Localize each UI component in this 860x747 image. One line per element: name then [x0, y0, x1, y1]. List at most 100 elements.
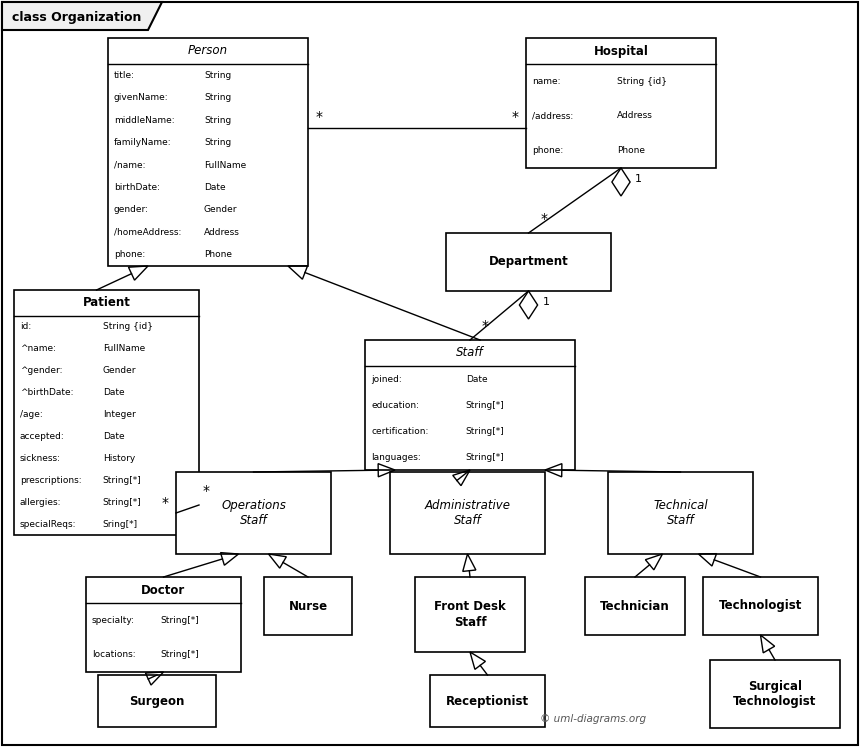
Text: specialReqs:: specialReqs:	[20, 520, 77, 529]
Text: Surgical
Technologist: Surgical Technologist	[734, 680, 817, 708]
Text: Sring[*]: Sring[*]	[103, 520, 138, 529]
Text: ^gender:: ^gender:	[20, 366, 63, 375]
Text: ^name:: ^name:	[20, 344, 56, 353]
Text: Address: Address	[204, 228, 240, 237]
Text: History: History	[103, 454, 135, 463]
Text: name:: name:	[532, 77, 561, 86]
Text: Technical
Staff: Technical Staff	[654, 499, 708, 527]
Text: Surgeon: Surgeon	[129, 695, 185, 707]
Text: *: *	[540, 212, 548, 226]
Text: Doctor: Doctor	[141, 583, 186, 597]
Text: title:: title:	[114, 71, 135, 80]
Text: joined:: joined:	[371, 374, 402, 383]
Text: /name:: /name:	[114, 161, 145, 170]
Bar	[365, 340, 575, 470]
Polygon shape	[519, 291, 538, 319]
Text: prescriptions:: prescriptions:	[20, 476, 82, 485]
Text: String: String	[204, 138, 231, 147]
Text: Nurse: Nurse	[288, 600, 328, 613]
Bar	[14, 290, 199, 535]
Text: sickness:: sickness:	[20, 454, 61, 463]
Bar	[98, 675, 216, 727]
Text: Patient: Patient	[83, 297, 131, 309]
Text: Gender: Gender	[204, 205, 237, 214]
Text: Date: Date	[103, 432, 125, 441]
Text: Technologist: Technologist	[719, 600, 802, 613]
Text: education:: education:	[371, 400, 419, 409]
Text: Phone: Phone	[617, 146, 645, 155]
Text: String {id}: String {id}	[103, 323, 153, 332]
Text: Address: Address	[617, 111, 653, 120]
Text: certification:: certification:	[371, 427, 428, 436]
Text: String: String	[204, 71, 231, 80]
Text: Gender: Gender	[103, 366, 136, 375]
Text: Department: Department	[488, 255, 568, 268]
Text: birthDate:: birthDate:	[114, 183, 160, 192]
Text: Hospital: Hospital	[593, 45, 648, 58]
Text: class Organization: class Organization	[12, 11, 141, 25]
Text: *: *	[482, 319, 489, 333]
Text: String[*]: String[*]	[161, 616, 200, 624]
Bar	[176, 472, 331, 554]
Bar	[390, 472, 545, 554]
Text: © uml-diagrams.org: © uml-diagrams.org	[540, 714, 646, 724]
Text: String[*]: String[*]	[466, 427, 505, 436]
Text: Date: Date	[466, 374, 488, 383]
Text: ^birthDate:: ^birthDate:	[20, 388, 73, 397]
Text: givenName:: givenName:	[114, 93, 169, 102]
Text: id:: id:	[20, 323, 31, 332]
Text: *: *	[316, 111, 323, 125]
Bar	[585, 577, 685, 635]
Bar	[108, 38, 308, 266]
Text: locations:: locations:	[92, 650, 136, 660]
Text: /homeAddress:: /homeAddress:	[114, 228, 181, 237]
Text: String[*]: String[*]	[103, 476, 142, 485]
Bar	[415, 577, 525, 652]
Text: /address:: /address:	[532, 111, 574, 120]
Bar	[710, 660, 840, 728]
Text: FullName: FullName	[204, 161, 246, 170]
Text: phone:: phone:	[532, 146, 563, 155]
Text: allergies:: allergies:	[20, 498, 62, 506]
Polygon shape	[612, 168, 630, 196]
Text: gender:: gender:	[114, 205, 149, 214]
Text: *: *	[162, 496, 169, 510]
Text: Administrative
Staff: Administrative Staff	[425, 499, 511, 527]
Bar	[703, 577, 818, 635]
Polygon shape	[2, 2, 162, 30]
Bar	[608, 472, 753, 554]
Text: specialty:: specialty:	[92, 616, 135, 624]
Text: Integer: Integer	[103, 410, 136, 419]
Text: Date: Date	[103, 388, 125, 397]
Text: String[*]: String[*]	[466, 400, 505, 409]
Text: String[*]: String[*]	[161, 650, 200, 660]
Text: phone:: phone:	[114, 250, 145, 259]
Text: Staff: Staff	[456, 347, 484, 359]
Text: 1: 1	[543, 297, 550, 307]
Text: String[*]: String[*]	[466, 453, 505, 462]
Text: languages:: languages:	[371, 453, 421, 462]
Text: String[*]: String[*]	[103, 498, 142, 506]
Text: middleName:: middleName:	[114, 116, 175, 125]
Text: accepted:: accepted:	[20, 432, 64, 441]
Text: String: String	[204, 116, 231, 125]
Text: Person: Person	[188, 45, 228, 58]
Text: Front Desk
Staff: Front Desk Staff	[434, 601, 506, 628]
Bar	[526, 38, 716, 168]
Text: /age:: /age:	[20, 410, 43, 419]
Text: Phone: Phone	[204, 250, 232, 259]
Text: 1: 1	[635, 174, 642, 184]
Text: *: *	[203, 484, 210, 498]
Bar	[86, 577, 241, 672]
Text: *: *	[512, 111, 519, 125]
Bar	[264, 577, 352, 635]
Text: familyName:: familyName:	[114, 138, 172, 147]
Text: Technician: Technician	[600, 600, 670, 613]
Text: Operations
Staff: Operations Staff	[221, 499, 286, 527]
Text: Receptionist: Receptionist	[446, 695, 529, 707]
Text: Date: Date	[204, 183, 225, 192]
Text: FullName: FullName	[103, 344, 145, 353]
Bar	[446, 233, 611, 291]
Text: String: String	[204, 93, 231, 102]
Text: String {id}: String {id}	[617, 77, 667, 86]
